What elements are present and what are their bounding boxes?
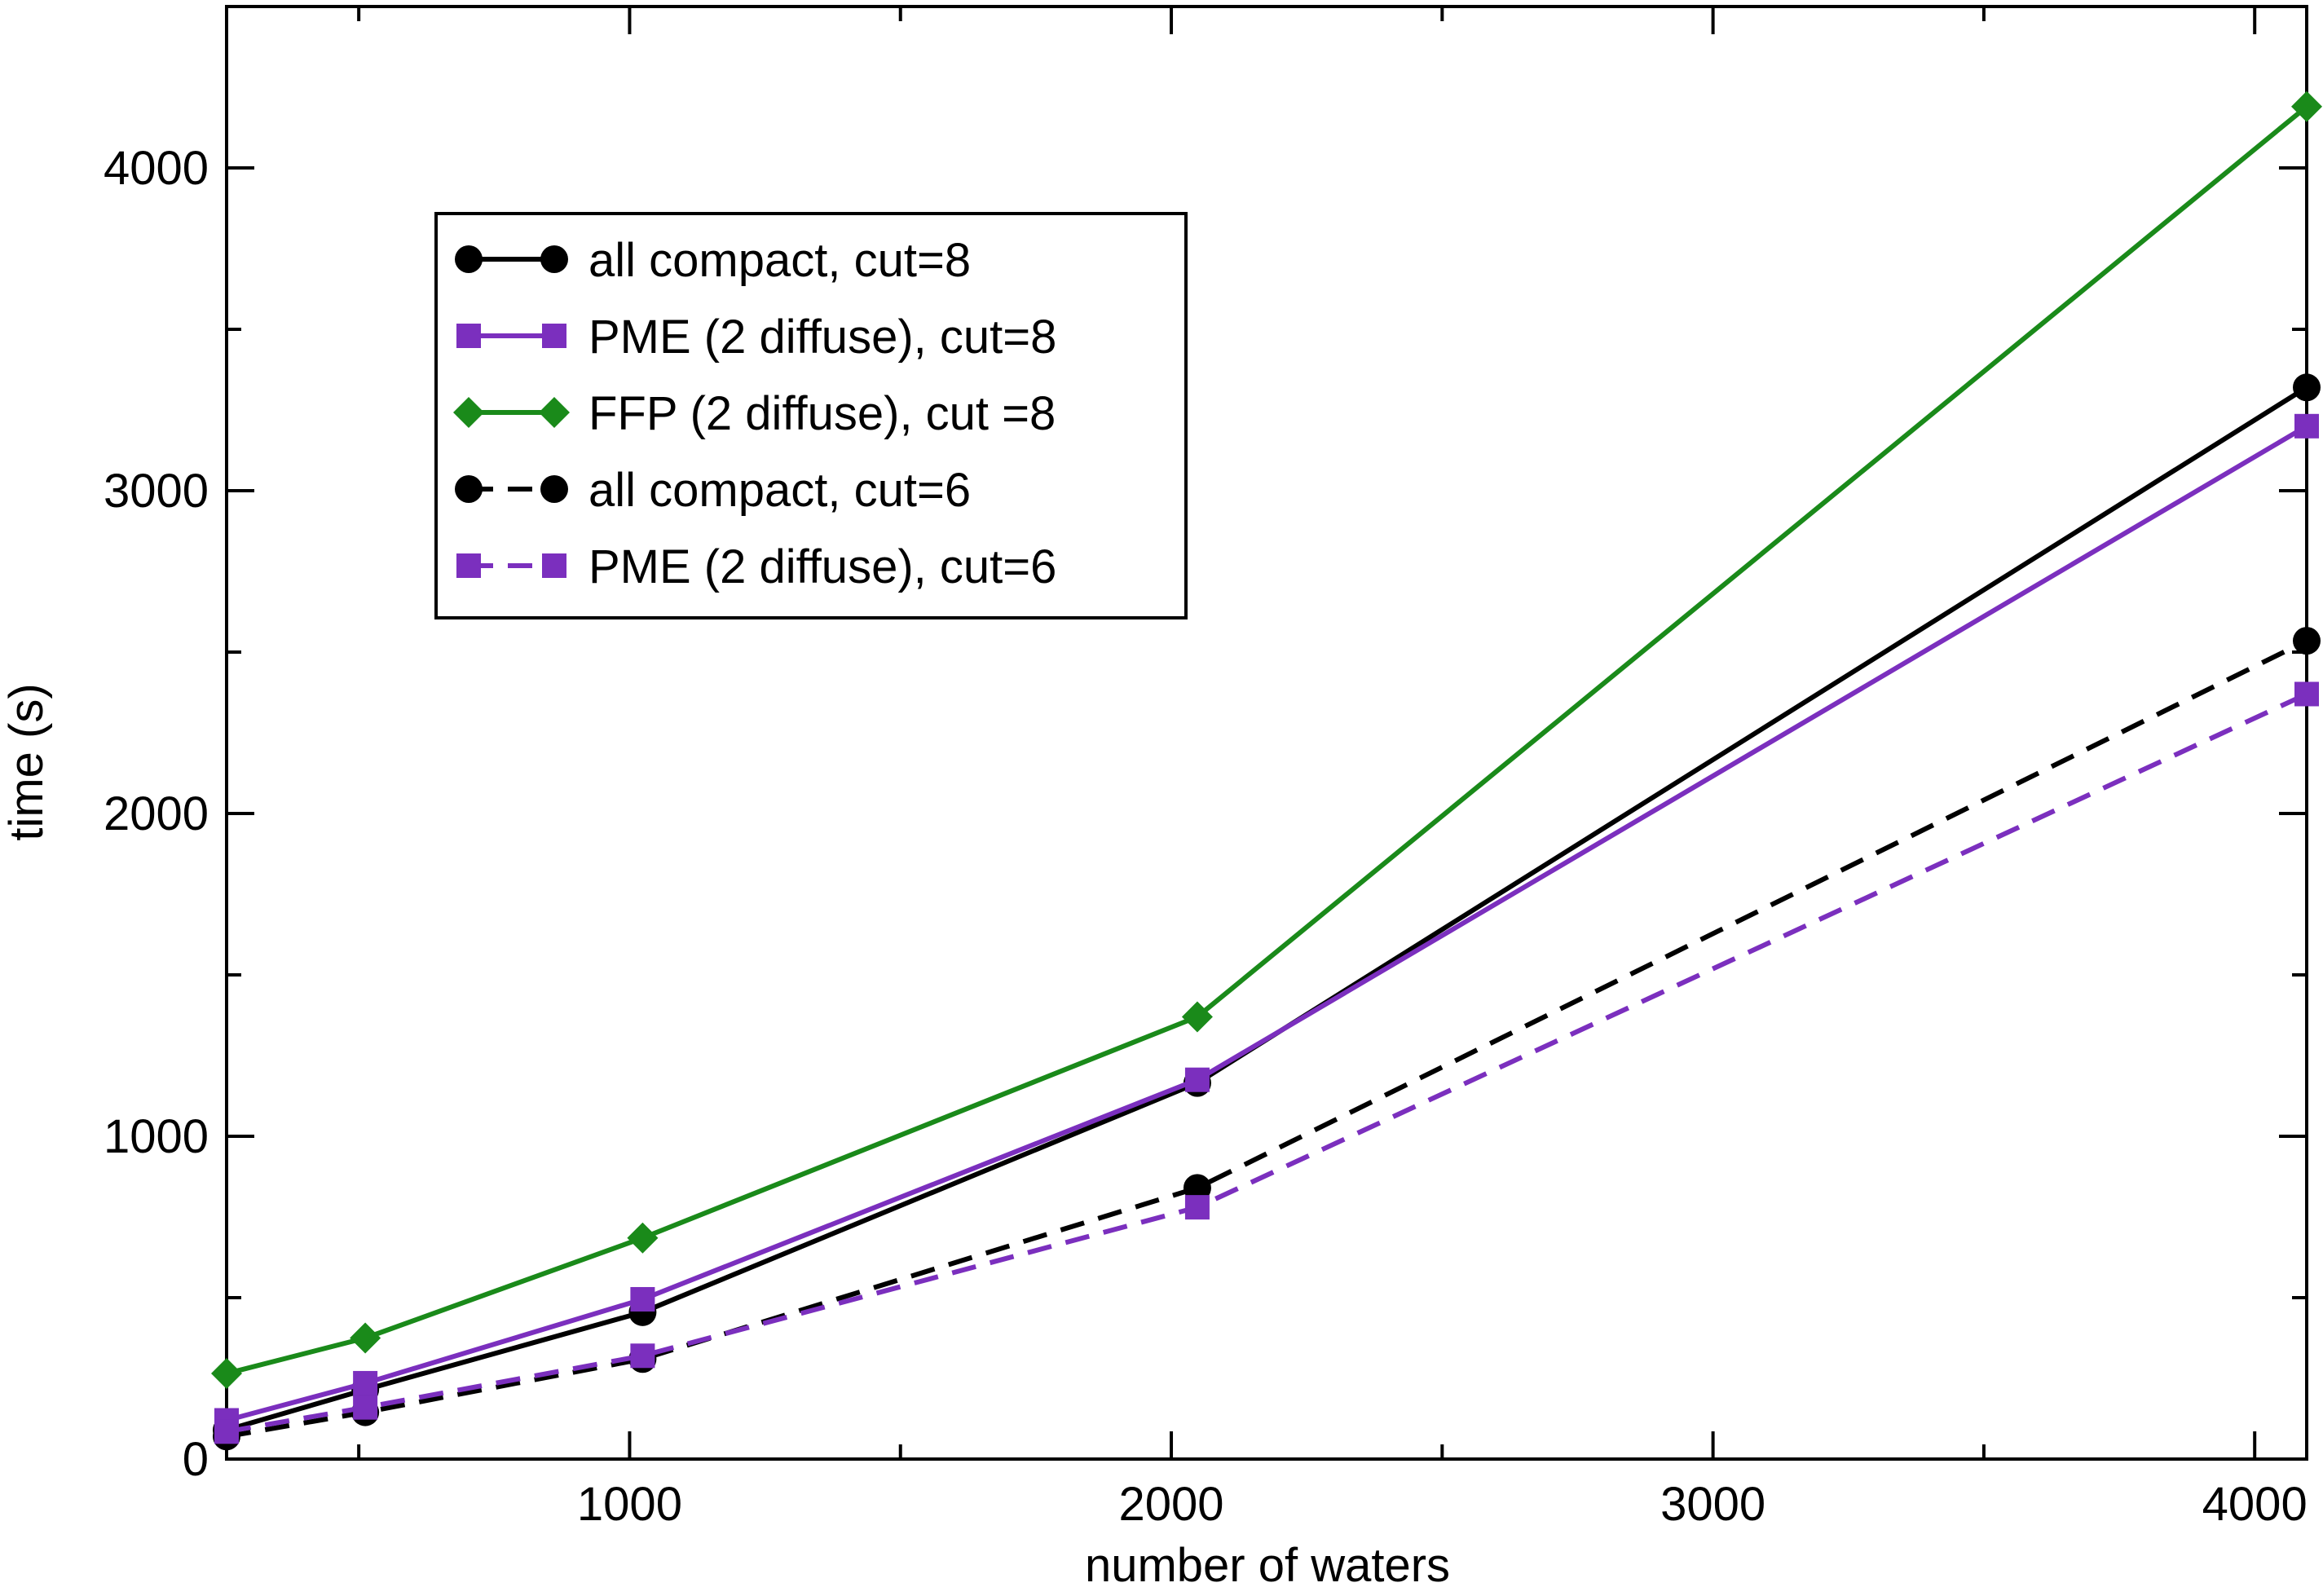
y-tick-label: 3000	[104, 465, 209, 518]
x-axis-label: number of waters	[1085, 1539, 1450, 1592]
data-point	[211, 1358, 242, 1390]
data-point	[353, 1370, 378, 1395]
series-line	[226, 638, 2308, 1439]
data-point	[630, 1286, 655, 1312]
data-point	[214, 1419, 239, 1444]
data-point	[2294, 413, 2319, 439]
data-point	[350, 1322, 381, 1354]
y-axis-label: time (s)	[0, 683, 53, 840]
data-point	[1184, 1067, 1210, 1092]
legend-marker	[455, 245, 483, 273]
data-point	[630, 1343, 655, 1369]
plot-frame	[225, 5, 2308, 1461]
legend: all compact, cut=8 PME (2 diffuse), cut=8…	[434, 212, 1188, 619]
legend-marker	[542, 553, 566, 578]
legend-marker	[453, 397, 484, 428]
legend-label: FFP (2 diffuse), cut =8	[588, 387, 1056, 440]
x-tick-label: 4000	[2202, 1478, 2308, 1531]
data-point	[627, 1222, 659, 1254]
x-tick-label: 1000	[577, 1478, 682, 1531]
legend-label: PME (2 diffuse), cut=8	[588, 311, 1056, 364]
legend-entry: PME (2 diffuse), cut=8	[456, 311, 1056, 364]
data-point	[353, 1395, 378, 1420]
data-point	[2291, 90, 2322, 122]
series-line	[226, 691, 2308, 1435]
legend-label: PME (2 diffuse), cut=6	[588, 540, 1056, 593]
legend-marker	[542, 324, 566, 348]
data-point	[1184, 1195, 1210, 1220]
data-point	[1181, 1001, 1213, 1033]
legend-marker	[540, 245, 568, 273]
y-tick-label: 0	[183, 1433, 209, 1486]
data-point	[2293, 627, 2321, 655]
legend-marker	[455, 475, 483, 503]
legend-marker	[456, 553, 481, 578]
legend-label: all compact, cut=6	[588, 464, 971, 517]
legend-marker	[540, 475, 568, 503]
plot-area	[225, 5, 2308, 1461]
legend-entry: PME (2 diffuse), cut=6	[456, 540, 1056, 593]
legend-marker	[539, 397, 570, 428]
data-point	[2294, 681, 2319, 707]
series-5	[214, 681, 2319, 1444]
y-tick-label: 4000	[104, 142, 209, 195]
series-3	[211, 90, 2322, 1390]
legend-entry: FFP (2 diffuse), cut =8	[453, 387, 1056, 440]
legend-entry: all compact, cut=6	[455, 464, 971, 517]
x-tick-label: 2000	[1119, 1478, 1224, 1531]
data-point	[2293, 373, 2321, 402]
legend-label: all compact, cut=8	[588, 234, 971, 287]
data-point	[1183, 1174, 1211, 1202]
x-tick-label: 3000	[1660, 1478, 1765, 1531]
y-tick-label: 2000	[104, 787, 209, 840]
legend-entry: all compact, cut=8	[455, 234, 971, 287]
y-tick-label: 1000	[104, 1110, 209, 1163]
axis-ticks: 1000 2000 3000 4000 0 1000 2000 3000 4000	[104, 5, 2308, 1531]
series-lines	[211, 90, 2322, 1451]
legend-marker	[456, 324, 481, 348]
